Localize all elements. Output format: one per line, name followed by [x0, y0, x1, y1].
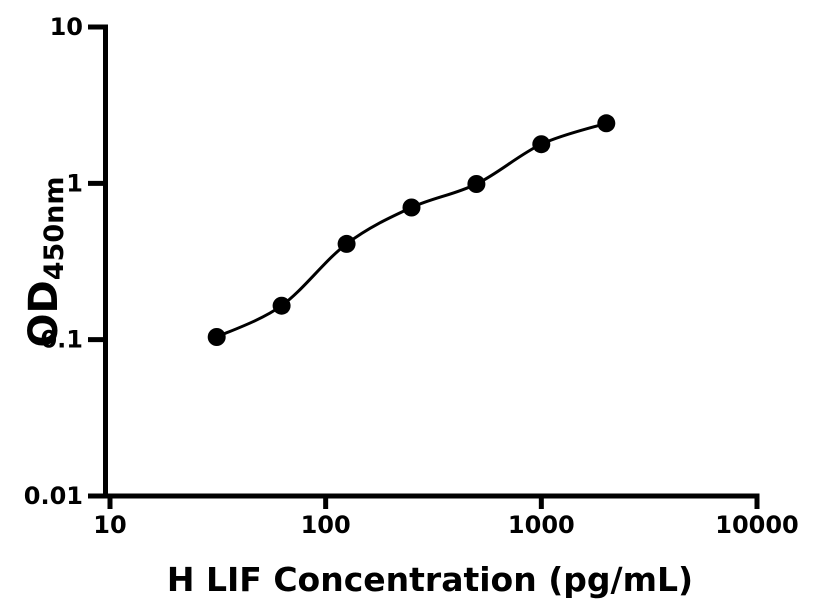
y-axis-title-subscript: 450nm [39, 177, 70, 281]
x-axis-title: H LIF Concentration (pg/mL) [167, 560, 693, 599]
data-point [207, 328, 226, 346]
y-tick-label: 10 [50, 13, 83, 41]
data-point [597, 114, 616, 133]
y-tick-label: 0.1 [40, 326, 83, 354]
data-point [272, 296, 291, 315]
x-tick-label: 10000 [715, 511, 799, 539]
y-axis-title-main: OD [21, 280, 67, 347]
y-tick-label: 1 [66, 169, 83, 197]
y-axis-title: OD450nm [21, 177, 70, 348]
points-layer [207, 114, 616, 346]
axes-layer [103, 24, 760, 499]
x-tick-label: 10 [93, 511, 126, 539]
x-tick-label: 100 [301, 511, 351, 539]
data-point [337, 234, 356, 253]
data-point [532, 135, 551, 154]
data-point [467, 175, 486, 193]
x-tick-label: 1000 [508, 511, 575, 539]
ticks-layer: 10 1 0.1 0.01 10 100 1000 10000 [24, 13, 799, 539]
y-tick-label: 0.01 [24, 482, 83, 510]
data-point [402, 198, 421, 217]
